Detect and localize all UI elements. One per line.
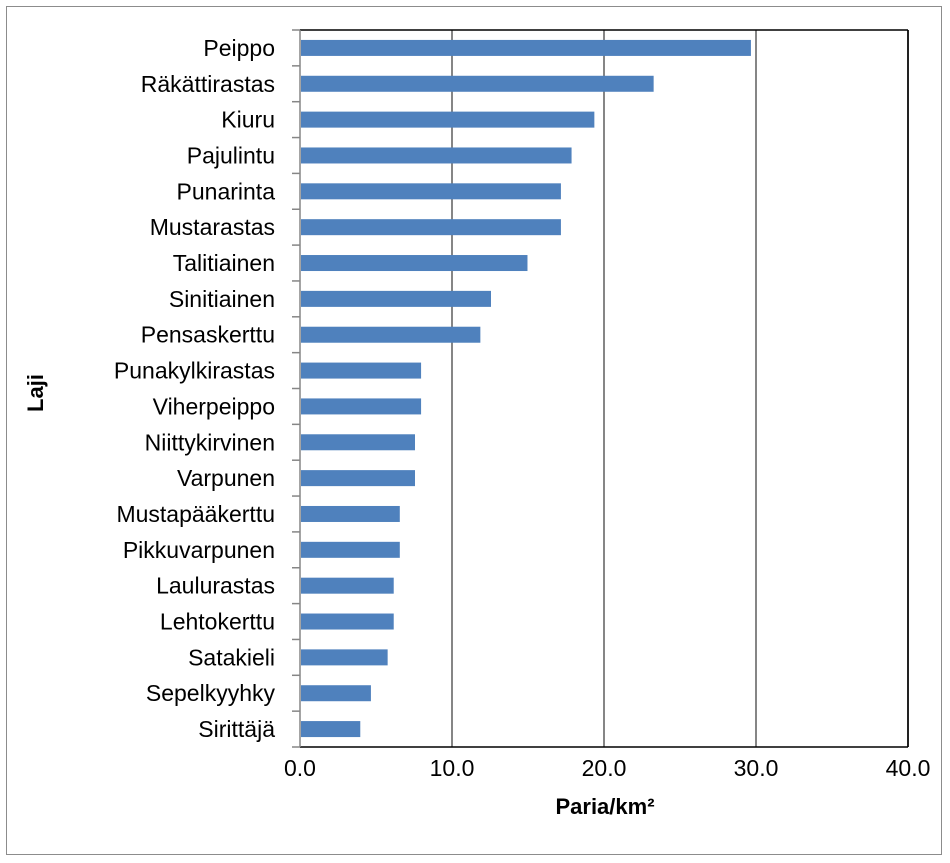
x-tick-label: 20.0: [582, 755, 627, 781]
bar: [301, 147, 572, 164]
bar: [301, 255, 528, 272]
x-tick-label: 10.0: [430, 755, 475, 781]
category-label: Peippo: [203, 35, 275, 61]
category-label: Pikkuvarpunen: [123, 537, 275, 563]
x-tick-label: 40.0: [886, 755, 931, 781]
bar: [301, 398, 422, 415]
category-label: Talitiainen: [173, 250, 275, 276]
bar: [301, 613, 394, 630]
bar: [301, 685, 371, 702]
category-label: Satakieli: [188, 644, 275, 670]
y-axis-title: Laji: [23, 374, 48, 412]
bar: [301, 362, 422, 379]
bar: [301, 75, 654, 92]
category-label: Niittykirvinen: [145, 429, 275, 455]
bar: [301, 434, 415, 451]
gridlines: [451, 30, 909, 747]
category-label: Viherpeippo: [153, 393, 275, 419]
bar: [301, 649, 388, 666]
bar: [301, 505, 400, 522]
bar: [301, 541, 400, 558]
category-label: Mustarastas: [150, 214, 275, 240]
category-label: Punarinta: [177, 178, 276, 204]
bar: [301, 183, 561, 200]
category-label: Laulurastas: [156, 573, 275, 599]
bar: [301, 39, 751, 56]
x-axis-title: Paria/km²: [555, 794, 654, 819]
x-tick-label: 30.0: [734, 755, 779, 781]
bar: [301, 219, 561, 236]
bar: [301, 721, 361, 738]
category-label: Lehtokerttu: [160, 609, 275, 635]
category-label: Räkättirastas: [141, 71, 275, 97]
category-label: Pensaskerttu: [141, 322, 275, 348]
category-label: Kiuru: [221, 107, 275, 133]
category-label: Sepelkyyhky: [146, 680, 276, 706]
category-label: Mustapääkerttu: [116, 501, 275, 527]
bars: [301, 39, 751, 738]
bar: [301, 111, 595, 128]
bar: [301, 290, 491, 307]
bar: [301, 577, 394, 594]
category-label: Sinitiainen: [169, 286, 275, 312]
bar: [301, 326, 481, 343]
category-label: Pajulintu: [187, 142, 275, 168]
x-tick-labels: 0.0 10.0 20.0 30.0 40.0: [284, 755, 930, 781]
category-label: Sirittäjä: [198, 716, 275, 742]
category-labels: Peippo Räkättirastas Kiuru Pajulintu Punarin…: [114, 35, 276, 742]
axes: [292, 29, 909, 748]
category-label: Varpunen: [177, 465, 275, 491]
x-tick-label: 0.0: [284, 755, 316, 781]
bar: [301, 470, 415, 487]
category-label: Punakylkirastas: [114, 358, 275, 384]
